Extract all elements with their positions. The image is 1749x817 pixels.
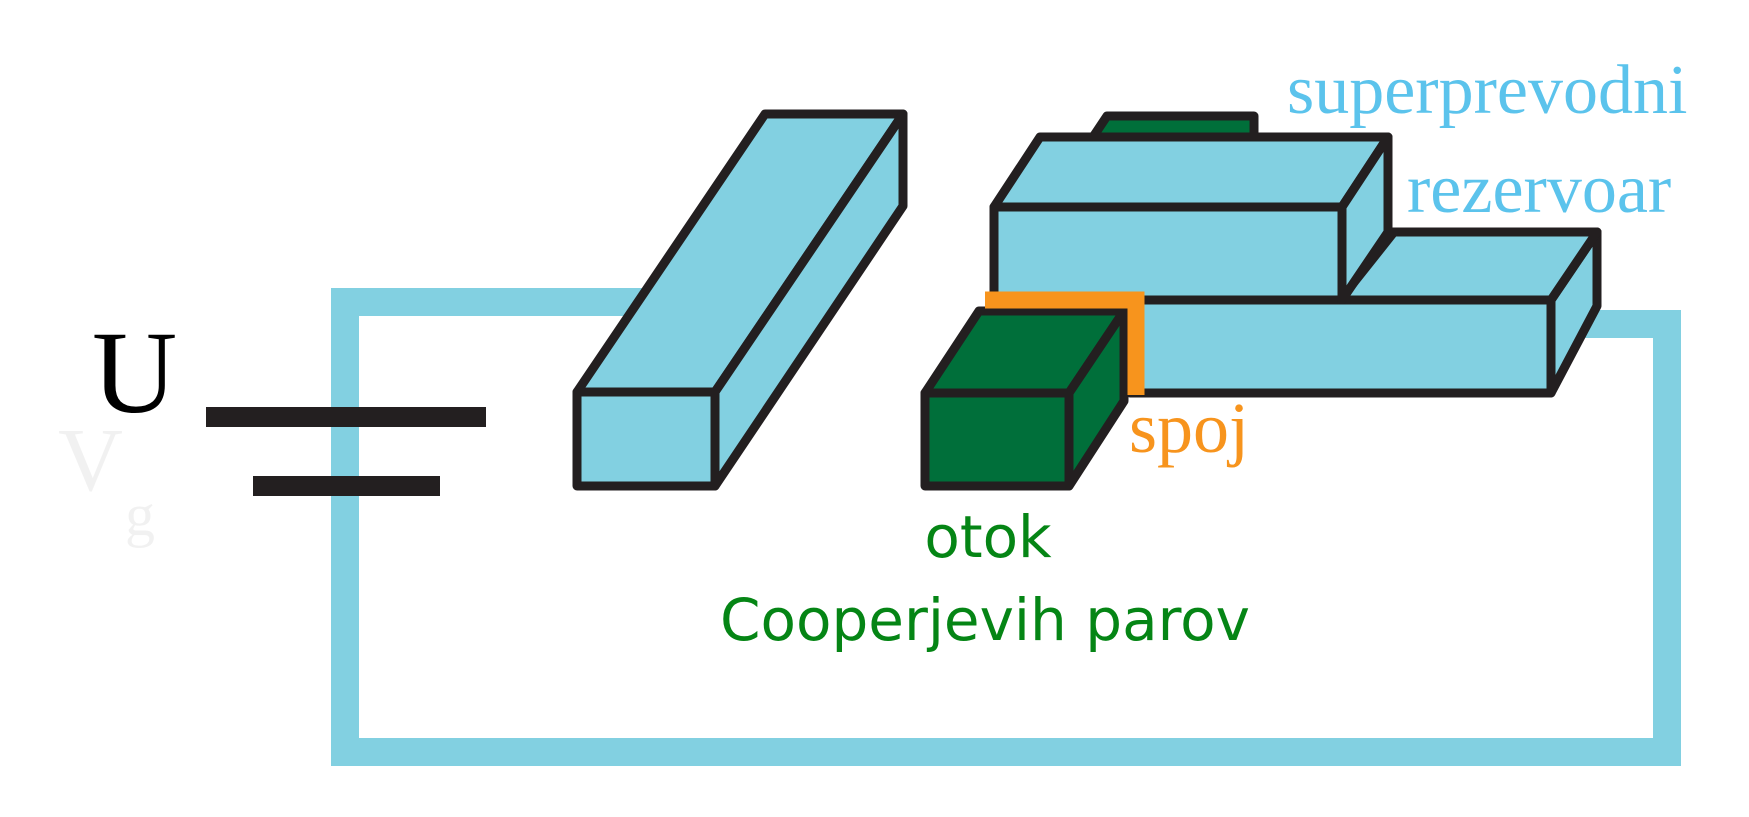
island-label-line1: otok — [924, 503, 1052, 571]
reservoir-front-face — [1125, 295, 1556, 398]
reservoir-upper-side — [1337, 132, 1393, 305]
island-label-line2: Cooperjevih parov — [720, 586, 1250, 654]
reservoir-label-line1: superprevodni — [1287, 52, 1687, 129]
faded-vg-label: V g — [58, 411, 155, 548]
gate-electrode — [572, 109, 908, 491]
island-front-face — [920, 388, 1074, 491]
cooper-pair-island — [920, 306, 1129, 491]
battery-symbol — [206, 407, 486, 496]
reservoir-upper-front — [989, 202, 1347, 305]
junction-label: spoj — [1129, 388, 1249, 468]
reservoir-upper-top — [989, 132, 1393, 212]
svg-text:g: g — [125, 482, 155, 548]
superconducting-reservoir — [989, 111, 1602, 398]
josephson-junction — [985, 291, 1145, 395]
svg-text:V: V — [58, 411, 123, 510]
reservoir-label-line2: rezervoar — [1407, 151, 1671, 228]
wire-bottom-loop — [331, 310, 1681, 766]
gate-front-face — [572, 387, 720, 491]
voltage-label: U — [92, 307, 177, 438]
